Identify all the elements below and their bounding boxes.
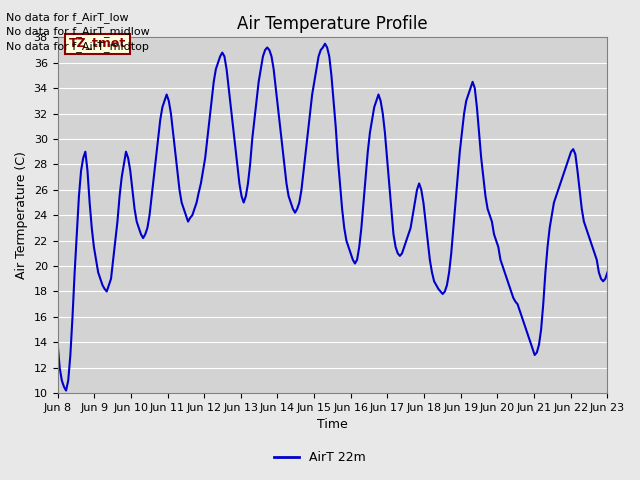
Text: No data for f_AirT_midtop: No data for f_AirT_midtop <box>6 41 149 52</box>
Text: No data for f_AirT_midlow: No data for f_AirT_midlow <box>6 26 150 37</box>
Title: Air Temperature Profile: Air Temperature Profile <box>237 15 428 33</box>
X-axis label: Time: Time <box>317 419 348 432</box>
Text: No data for f_AirT_low: No data for f_AirT_low <box>6 12 129 23</box>
Legend: AirT 22m: AirT 22m <box>269 446 371 469</box>
Text: TZ_tmet: TZ_tmet <box>68 37 126 50</box>
Y-axis label: Air Termperature (C): Air Termperature (C) <box>15 151 28 279</box>
